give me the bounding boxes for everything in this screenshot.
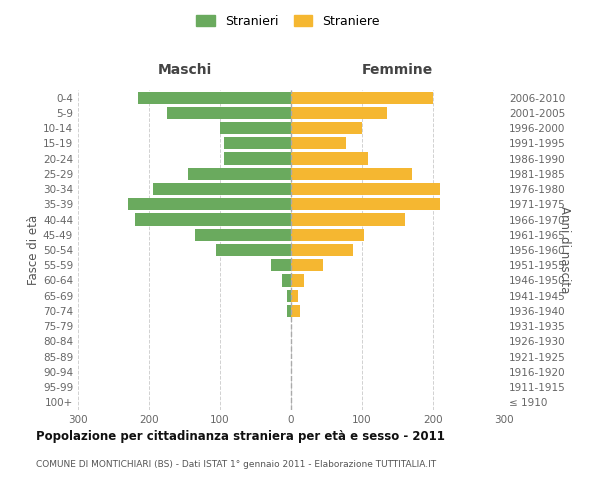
Bar [291,137,346,149]
Bar [291,274,304,286]
Y-axis label: Anni di nascita: Anni di nascita [558,206,571,294]
Bar [135,214,291,226]
Bar [291,290,298,302]
Bar [291,152,368,164]
Bar [195,228,291,241]
Bar [291,214,404,226]
Bar [291,198,440,210]
Text: Femmine: Femmine [362,63,433,77]
Bar [291,228,364,241]
Bar [291,168,412,180]
Bar [291,122,362,134]
Legend: Stranieri, Straniere: Stranieri, Straniere [193,11,383,32]
Bar [224,137,291,149]
Bar [220,122,291,134]
Bar [291,305,299,317]
Bar [128,198,291,210]
Bar [152,183,291,195]
Text: Maschi: Maschi [157,63,212,77]
Bar [139,92,291,104]
Bar [217,244,291,256]
Bar [291,244,353,256]
Bar [224,152,291,164]
Bar [283,274,291,286]
Bar [287,305,291,317]
Bar [291,92,433,104]
Bar [271,259,291,272]
Bar [188,168,291,180]
Bar [291,183,440,195]
Text: COMUNE DI MONTICHIARI (BS) - Dati ISTAT 1° gennaio 2011 - Elaborazione TUTTITALI: COMUNE DI MONTICHIARI (BS) - Dati ISTAT … [36,460,436,469]
Bar [167,107,291,119]
Bar [287,290,291,302]
Text: Popolazione per cittadinanza straniera per età e sesso - 2011: Popolazione per cittadinanza straniera p… [36,430,445,443]
Bar [291,259,323,272]
Y-axis label: Fasce di età: Fasce di età [27,215,40,285]
Bar [291,107,387,119]
